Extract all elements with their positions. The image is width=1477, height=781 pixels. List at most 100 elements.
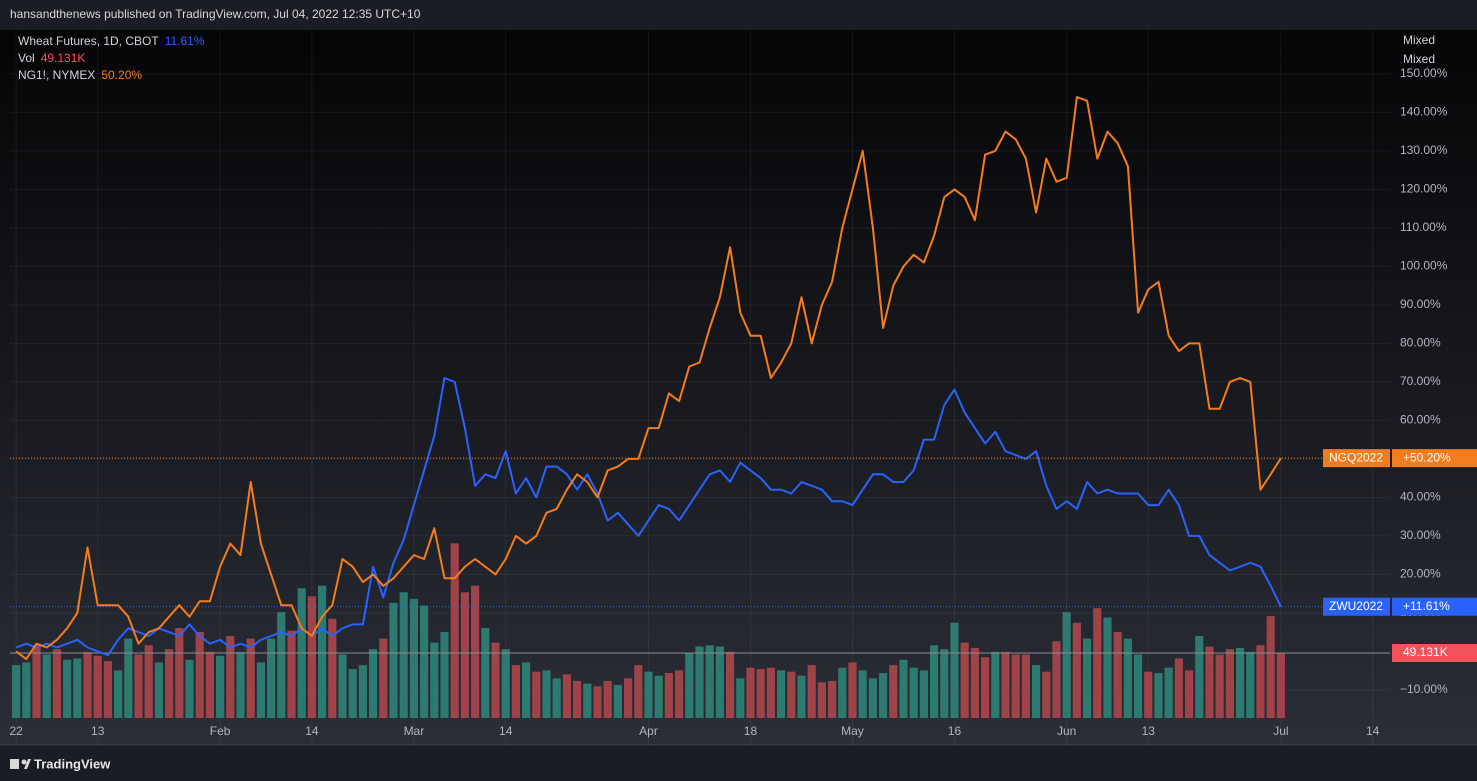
volume-bar xyxy=(256,662,265,718)
volume-bar xyxy=(624,678,633,718)
y-tick-label: 70.00% xyxy=(1400,374,1441,388)
volume-bar xyxy=(1021,654,1030,718)
volume-bar xyxy=(42,654,51,718)
y-tick-label: 150.00% xyxy=(1400,66,1448,80)
volume-bar xyxy=(195,632,204,718)
symbol-badge xyxy=(1323,597,1390,616)
volume-bar xyxy=(1184,670,1194,718)
volume-bar xyxy=(93,655,102,718)
volume-bar xyxy=(899,659,908,718)
volume-bar xyxy=(960,642,969,718)
y-tick-label: 40.00% xyxy=(1400,490,1441,504)
volume-bar xyxy=(12,665,21,718)
volume-bar xyxy=(583,683,592,718)
volume-bar xyxy=(205,651,214,718)
volume-bar xyxy=(318,585,327,718)
legend-name: NG1!, NYMEX xyxy=(18,68,95,82)
header: hansandthenews published on TradingView.… xyxy=(10,7,421,21)
volume-bar xyxy=(460,592,469,718)
volume-bar xyxy=(1082,638,1092,718)
volume-bar xyxy=(103,661,112,718)
volume-bar xyxy=(777,670,786,718)
volume-bar xyxy=(889,665,898,718)
volume-bar xyxy=(216,655,225,718)
symbol-badge xyxy=(1323,449,1390,468)
volume-bar xyxy=(1235,647,1245,718)
x-tick-label: Mar xyxy=(404,724,425,738)
x-tick-label: 16 xyxy=(948,724,962,738)
volume-bar xyxy=(552,678,561,718)
volume-bar xyxy=(73,658,82,718)
volume-bar xyxy=(715,646,724,718)
volume-bar xyxy=(613,684,622,718)
volume-bar xyxy=(797,675,806,718)
volume-bar xyxy=(950,622,959,718)
y-tick-label: 140.00% xyxy=(1400,105,1448,119)
volume-bar xyxy=(471,585,480,718)
price-line xyxy=(15,96,1282,661)
value-badge-text: +11.61% xyxy=(1403,599,1450,613)
volume-bar xyxy=(154,662,163,718)
volume-bar xyxy=(185,659,194,718)
volume-bar xyxy=(930,645,939,718)
volume-bar xyxy=(236,651,245,718)
y-tick-label: 60.00% xyxy=(1400,413,1441,427)
y-tick-label: −10.00% xyxy=(1400,682,1448,696)
x-tick-label: Apr xyxy=(639,724,658,738)
scale-mode: Mixed xyxy=(1403,33,1435,47)
volume-bar xyxy=(1001,651,1010,718)
y-tick-label: 130.00% xyxy=(1400,143,1448,157)
volume-bar xyxy=(1164,667,1173,718)
volume-bar xyxy=(124,638,133,718)
volume-bar xyxy=(267,638,276,718)
volume-bar xyxy=(532,671,541,718)
volume-bar xyxy=(399,592,408,718)
volume-bar xyxy=(379,638,388,718)
volume-bar xyxy=(522,662,531,718)
volume-bar xyxy=(1225,649,1234,718)
volume-badge-value: 49.131K xyxy=(1403,645,1448,659)
price-line xyxy=(15,377,1282,657)
x-tick-label: Feb xyxy=(210,724,231,738)
x-tick-label: 14 xyxy=(499,724,513,738)
volume-bar xyxy=(430,642,439,718)
y-tick-label: 100.00% xyxy=(1400,259,1448,273)
volume-bar xyxy=(726,651,735,718)
volume-bar xyxy=(1113,632,1122,718)
volume-bar xyxy=(1205,646,1214,718)
volume-bar xyxy=(991,651,1000,718)
volume-bar xyxy=(562,674,571,718)
volume-bar xyxy=(63,659,72,718)
volume-badge xyxy=(1392,643,1477,662)
volume-bar xyxy=(817,682,826,718)
volume-bar xyxy=(1154,673,1163,718)
volume-bar xyxy=(328,618,337,718)
footer: TradingView xyxy=(34,756,111,771)
legend-name: Wheat Futures, 1D, CBOT xyxy=(18,34,159,48)
volume-bar xyxy=(1031,665,1041,718)
volume-bar xyxy=(165,649,174,718)
volume-bar xyxy=(828,680,837,718)
legend-name: Vol xyxy=(18,51,35,65)
volume-bar xyxy=(440,632,449,718)
volume-bar xyxy=(695,646,704,718)
volume-bar xyxy=(114,670,123,718)
volume-bar xyxy=(1266,616,1275,718)
volume-bar xyxy=(246,638,255,718)
volume-bar xyxy=(644,671,653,718)
volume-bar xyxy=(654,675,663,718)
volume-bar xyxy=(685,653,694,718)
volume-bar xyxy=(664,673,673,718)
volume-bar xyxy=(511,665,520,718)
volume-bar xyxy=(1276,652,1285,718)
volume-bar xyxy=(226,635,235,718)
volume-bar xyxy=(1093,608,1102,718)
volume-bar xyxy=(807,665,816,718)
x-tick-label: 14 xyxy=(305,724,319,738)
volume-bar xyxy=(1103,617,1112,718)
value-badge xyxy=(1392,597,1477,616)
volume-bar xyxy=(1133,654,1143,718)
volume-bar xyxy=(787,671,796,718)
legend-value: 11.61% xyxy=(165,34,205,48)
volume-bar xyxy=(838,667,847,718)
